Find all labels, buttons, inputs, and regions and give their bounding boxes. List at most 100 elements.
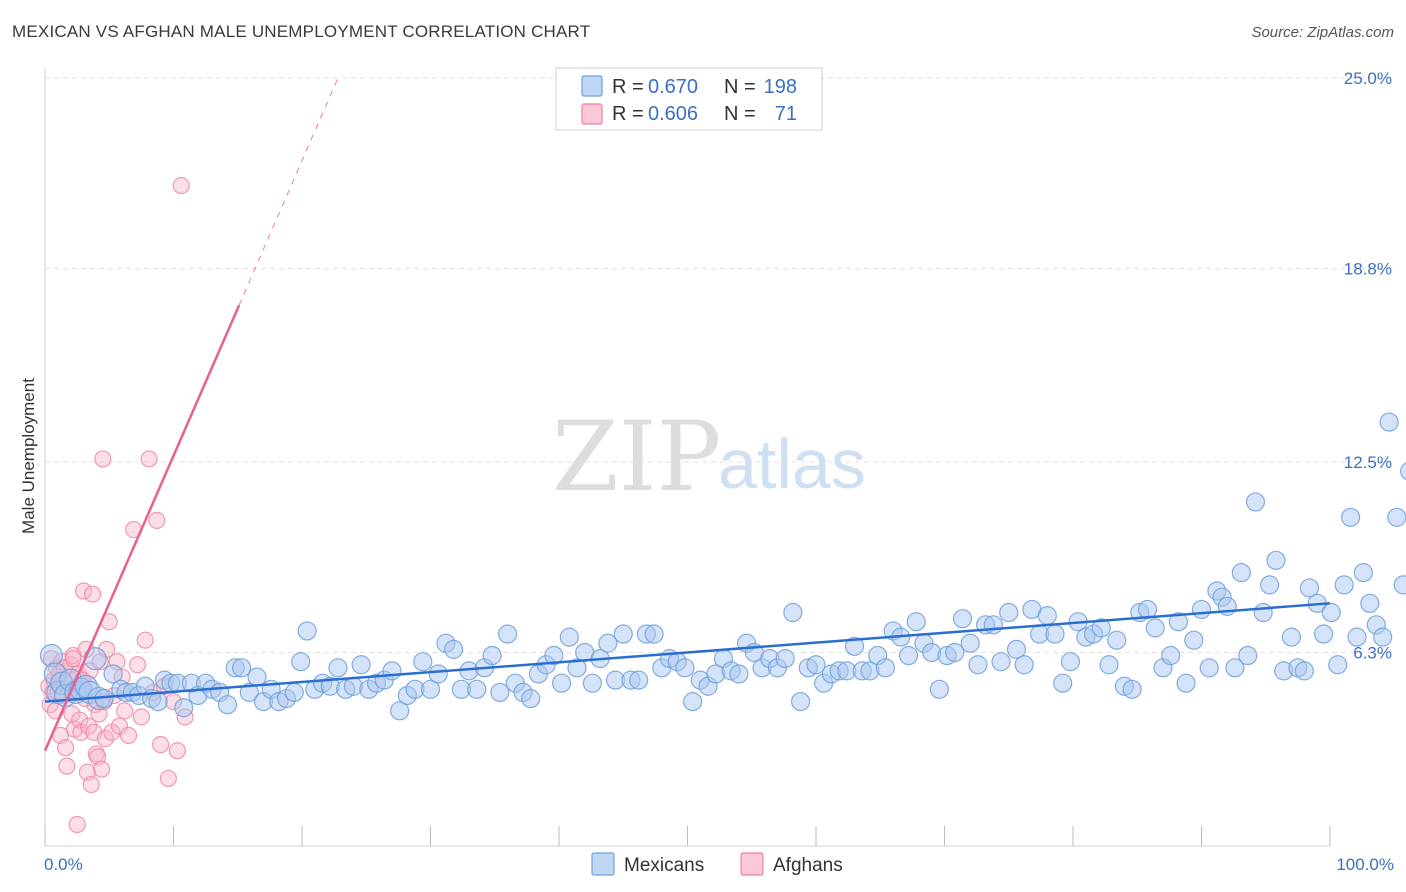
mexican-point — [444, 639, 464, 659]
mexican-point — [1184, 630, 1204, 650]
mexican-point — [343, 676, 363, 696]
mexican-point — [1253, 602, 1273, 623]
mexican-point — [1379, 412, 1399, 432]
mexican-point — [382, 661, 402, 681]
mexican-point — [284, 682, 304, 703]
mexican-point — [629, 670, 649, 690]
mexican-point — [217, 695, 238, 715]
mexican-point — [922, 642, 942, 663]
mexican-point — [1360, 593, 1380, 613]
mexican-point — [683, 692, 703, 712]
bottom-legend-swatch-mexicans — [591, 852, 615, 876]
mexican-point — [1145, 618, 1165, 638]
mexican-point — [875, 658, 895, 678]
mexican-point — [567, 658, 587, 678]
afghan-point — [159, 769, 177, 788]
mexican-point — [1176, 673, 1196, 693]
afghan-point — [132, 708, 150, 726]
mexican-point — [929, 679, 949, 699]
mexican-point — [1199, 658, 1219, 678]
y-tick-label: 18.8% — [1344, 259, 1392, 278]
trend-layer — [43, 77, 1331, 752]
mexican-point — [960, 633, 980, 653]
legend-n-value-mexicans: 198 — [764, 76, 797, 98]
mexican-point — [729, 664, 749, 684]
afghan-point — [82, 775, 100, 794]
mexican-point — [598, 633, 618, 653]
mexican-point — [1393, 575, 1406, 595]
mexican-point — [783, 602, 803, 623]
legend-n-value-afghans: 71 — [775, 103, 797, 125]
legend-n-label-mexicans: N = — [724, 76, 756, 98]
bottom-legend-mexicans: Mexicans — [624, 855, 704, 876]
afghan-point — [152, 736, 170, 754]
legend-r-value-afghans: 0.606 — [648, 103, 698, 125]
legend-box: R = 0.670 N = 198 R = 0.606 N = 71 — [555, 67, 823, 131]
mexican-point — [968, 655, 988, 675]
legend-swatch-afghans — [581, 103, 603, 125]
mexican-point — [1161, 645, 1181, 666]
bottom-legend: Mexicans Afghans — [591, 852, 843, 876]
mexican-point — [613, 624, 633, 644]
mexican-point — [1299, 578, 1320, 598]
afghan-point — [140, 450, 158, 468]
afghan-point — [58, 757, 76, 775]
mexican-point — [1260, 575, 1280, 595]
mexican-point — [1328, 655, 1348, 675]
legend-swatch-mexicans — [581, 75, 603, 97]
mexican-point — [490, 682, 510, 703]
mexican-point — [1238, 645, 1258, 666]
mexican-point — [1245, 492, 1266, 512]
mexican-point — [1014, 655, 1034, 675]
afghan-point — [168, 742, 186, 760]
mexican-point — [1321, 602, 1341, 623]
mexican-point — [1294, 661, 1314, 681]
mexican-point — [1231, 562, 1251, 583]
mexican-point — [1347, 627, 1367, 647]
mexican-point — [390, 701, 410, 721]
mexican-point — [1353, 562, 1374, 583]
mexican-point — [1225, 658, 1245, 678]
mexican-point — [239, 682, 259, 703]
mexican-point — [551, 673, 572, 693]
afghan-point — [68, 815, 86, 834]
mexican-point — [775, 649, 795, 669]
y-tick-label: 25.0% — [1344, 69, 1392, 88]
afghan-point — [96, 729, 114, 748]
afghan-points — [40, 176, 194, 834]
mexican-point — [232, 658, 252, 678]
mexican-point — [1313, 624, 1334, 644]
afghan-point — [110, 717, 129, 735]
mexican-point — [952, 609, 973, 629]
afghan-point — [94, 450, 112, 468]
mexican-point — [1373, 627, 1393, 647]
afghan-point — [116, 702, 134, 720]
mexican-point — [420, 679, 441, 699]
mexican-point — [544, 645, 564, 666]
ticks-layer: 6.3% 12.5% 18.8% 25.0% 0.0% 100.0% — [44, 69, 1394, 874]
afghan-point — [119, 726, 138, 745]
x-tick-label: 0.0% — [44, 855, 83, 874]
mexican-point — [1168, 612, 1188, 632]
mexican-point — [898, 645, 919, 666]
afghans-trend-line — [43, 304, 241, 752]
mexican-point — [1387, 507, 1406, 527]
mexican-point — [1340, 507, 1361, 527]
mexican-point — [1045, 624, 1065, 644]
grid-layer — [45, 77, 1392, 653]
mexican-point — [906, 612, 926, 632]
mexican-point — [644, 624, 664, 644]
afghan-point — [136, 631, 154, 649]
mexican-point — [467, 679, 487, 699]
mexican-point — [1060, 652, 1081, 672]
afghan-point — [64, 650, 82, 668]
x-tick-label: 100.0% — [1336, 855, 1394, 874]
watermark-atlas: atlas — [718, 425, 866, 503]
y-axis-title: Male Unemployment — [19, 378, 38, 534]
mexican-point — [1053, 673, 1073, 693]
mexican-point — [521, 688, 541, 709]
mexican-point — [1099, 655, 1119, 675]
mexican-point — [1191, 599, 1212, 620]
mexican-point — [1091, 618, 1111, 638]
